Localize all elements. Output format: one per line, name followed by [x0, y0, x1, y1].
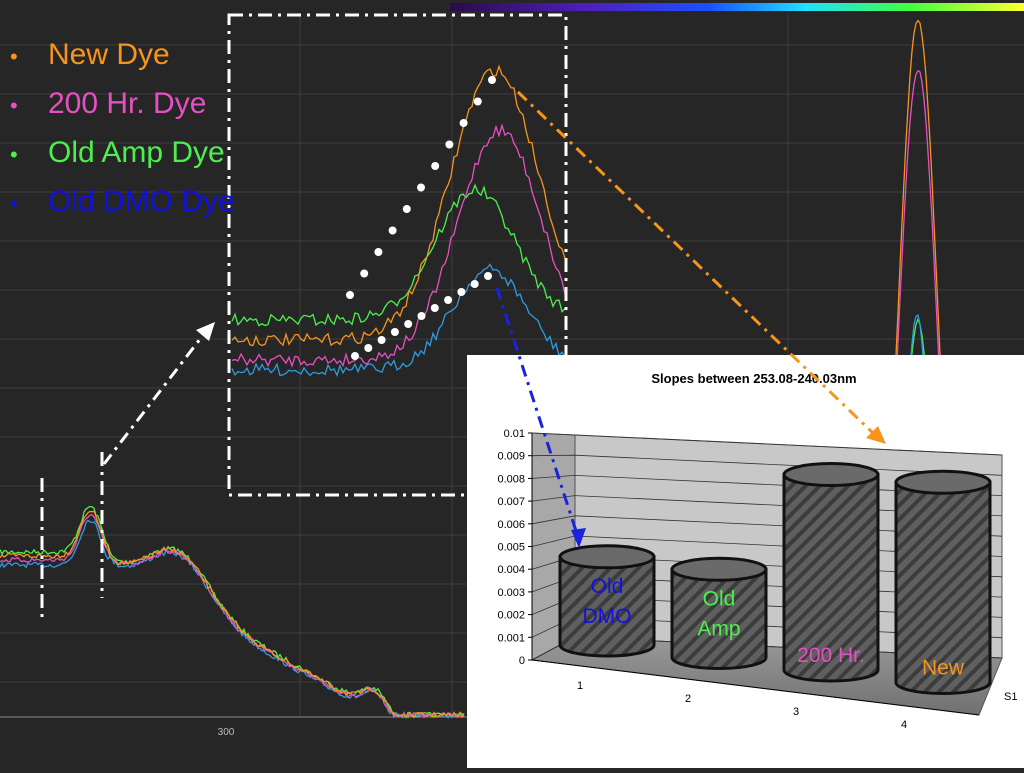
- region-marker: [40, 452, 104, 622]
- y-tick-label: 0.006: [497, 519, 525, 531]
- chart-title: Slopes between 253.08-240.03nm: [651, 371, 856, 386]
- slope-bar-chart: Slopes between 253.08-240.03nm 0 0.001 0.0…: [497, 371, 1017, 731]
- bar-series: Old DMO Old Amp 200 Hr. New: [558, 462, 992, 695]
- bar-1: Old DMO: [558, 544, 656, 658]
- slope-dot: [402, 205, 411, 213]
- slope-dot: [377, 336, 386, 344]
- zoom-trace-200hr: [231, 123, 566, 368]
- slope-dot: [431, 162, 440, 170]
- slope-dot: [430, 304, 439, 312]
- series-label: S1: [1004, 691, 1017, 703]
- x-tick-label: 4: [901, 719, 907, 731]
- legend-item-old-dmo-dye: • Old DMO Dye: [10, 177, 235, 226]
- bar-2: Old Amp: [670, 556, 768, 670]
- slope-dot: [444, 296, 453, 304]
- bar-body: [558, 555, 656, 658]
- spectrum-trace-old-dmo: [0, 519, 465, 720]
- slope-dot: [388, 226, 397, 235]
- y-tick-label: 0.01: [504, 428, 525, 440]
- bar-label: New: [922, 657, 965, 680]
- bar-body: [670, 567, 768, 670]
- spectrum-trace-200hr: [0, 513, 465, 719]
- y-tick-label: 0: [519, 655, 525, 667]
- y-tick-label: 0.005: [497, 542, 525, 554]
- visible-spectrum-bar: [450, 3, 1024, 11]
- slope-dot: [364, 344, 373, 352]
- y-tick-label: 0.002: [497, 610, 525, 622]
- bar-top: [894, 469, 992, 495]
- slope-dot: [417, 312, 426, 320]
- legend-label: Old Amp Dye: [48, 136, 225, 169]
- y-tick-label: 0.001: [497, 632, 525, 644]
- bar-label: Old Amp: [697, 588, 740, 641]
- slope-dot: [488, 76, 496, 84]
- legend-item-200-hr-dye: • 200 Hr. Dye: [10, 79, 235, 128]
- x-tick-label: 3: [793, 706, 799, 718]
- spectrum-trace-old-amp: [0, 505, 465, 719]
- bar-top: [558, 544, 656, 570]
- slope-dot: [351, 352, 359, 360]
- zoom-arrow: [102, 322, 215, 465]
- y-tick-label: 0.007: [497, 496, 525, 508]
- legend-label: New Dye: [48, 38, 170, 71]
- legend: • New Dye • 200 Hr. Dye • Old Amp Dye • Old …: [10, 30, 235, 226]
- bar-top: [782, 462, 880, 488]
- bar-3: 200 Hr.: [782, 462, 880, 683]
- legend-item-old-amp-dye: • Old Amp Dye: [10, 128, 235, 177]
- x-tick-label: 2: [685, 693, 691, 705]
- y-tick-label: 0.009: [497, 451, 525, 463]
- bar-label: Old DMO: [583, 575, 632, 628]
- slope-dot: [346, 291, 354, 299]
- legend-bullet: •: [10, 93, 18, 118]
- legend-label: 200 Hr. Dye: [48, 87, 207, 120]
- bar-label: 200 Hr.: [797, 644, 865, 667]
- y-axis: 0 0.001 0.002 0.003 0.004 0.005 0.006 0.007 0.00…: [497, 428, 533, 667]
- bar-top: [670, 556, 768, 582]
- slope-dot: [484, 272, 492, 280]
- spectrum-x-tick-label: 300: [218, 727, 235, 738]
- slope-dot: [473, 97, 482, 106]
- legend-item-new-dye: • New Dye: [10, 30, 235, 79]
- slope-dot: [390, 328, 399, 336]
- bar-body: [782, 473, 880, 683]
- spectrum-trace-new: [0, 510, 465, 719]
- zoom-box: [227, 13, 568, 497]
- legend-label: Old DMO Dye: [48, 185, 235, 218]
- slope-dot: [457, 288, 466, 296]
- slope-dot: [360, 269, 369, 278]
- y-tick-label: 0.004: [497, 564, 525, 576]
- x-axis: 1 2 3 4: [531, 659, 980, 731]
- slope-dot: [470, 280, 479, 288]
- slope-dot: [459, 119, 468, 127]
- slope-dot: [417, 183, 425, 192]
- slope-chart-panel: Slopes between 253.08-240.03nm 0 0.001 0.0…: [467, 355, 1024, 768]
- bar-4: New: [894, 469, 992, 695]
- zoom-trace-old-dmo: [231, 263, 566, 378]
- x-tick-label: 1: [577, 680, 583, 692]
- slope-dot: [404, 320, 413, 328]
- legend-bullet: •: [10, 191, 18, 216]
- zoom-trace-old-amp: [231, 183, 566, 327]
- slope-dot-guides: [346, 76, 496, 360]
- bar-body: [894, 480, 992, 695]
- zoom-trace-new: [231, 64, 566, 347]
- slope-dot: [445, 140, 454, 149]
- legend-bullet: •: [10, 44, 18, 69]
- legend-bullet: •: [10, 142, 18, 167]
- slope-dot: [374, 248, 383, 256]
- y-tick-label: 0.003: [497, 587, 525, 599]
- y-tick-label: 0.008: [497, 473, 525, 485]
